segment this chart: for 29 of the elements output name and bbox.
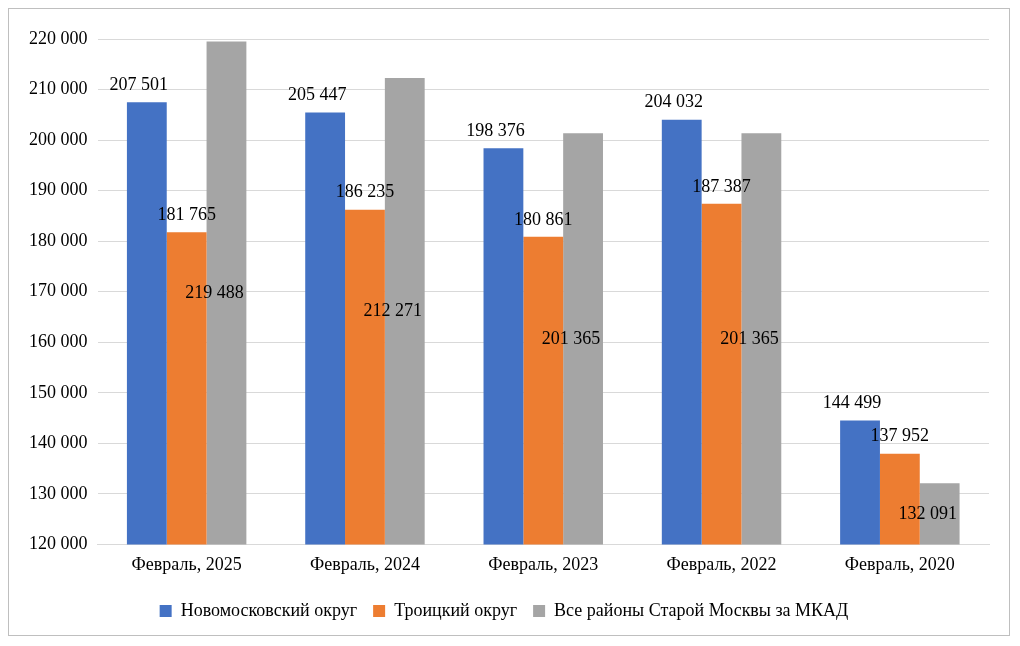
legend-label: Новомосковский округ bbox=[180, 599, 358, 620]
x-tick-label: Февраль, 2020 bbox=[844, 553, 955, 574]
x-tick-label: Февраль, 2022 bbox=[666, 553, 777, 574]
legend-label: Все районы Старой Москвы за МКАД bbox=[554, 599, 849, 620]
data-label: 201 365 bbox=[541, 327, 601, 348]
data-label: 207 501 bbox=[109, 73, 169, 94]
data-label: 198 376 bbox=[466, 120, 525, 141]
x-tick-label: Февраль, 2023 bbox=[488, 553, 599, 574]
data-label: 144 499 bbox=[822, 392, 882, 413]
y-tick-label: 150 000 bbox=[29, 381, 88, 402]
y-tick-label: 120 000 bbox=[29, 533, 88, 554]
data-label: 212 271 bbox=[363, 299, 423, 320]
y-tick-label: 130 000 bbox=[29, 482, 88, 503]
y-tick-label: 200 000 bbox=[29, 128, 88, 149]
data-label: 132 091 bbox=[898, 502, 957, 523]
data-label: 201 365 bbox=[720, 327, 779, 348]
legend-label: Троицкий округ bbox=[394, 599, 518, 620]
y-tick-label: 210 000 bbox=[29, 78, 88, 99]
x-tick-label: Февраль, 2025 bbox=[131, 553, 242, 574]
y-tick-label: 190 000 bbox=[29, 179, 88, 200]
y-tick-label: 170 000 bbox=[29, 280, 88, 301]
data-label: 219 488 bbox=[185, 281, 244, 302]
y-tick-label: 160 000 bbox=[29, 330, 88, 351]
y-tick-label: 180 000 bbox=[29, 229, 88, 250]
data-label: 205 447 bbox=[287, 84, 347, 105]
y-tick-label: 220 000 bbox=[29, 27, 88, 48]
x-tick-label: Февраль, 2024 bbox=[309, 553, 420, 574]
data-label: 204 032 bbox=[644, 91, 704, 112]
y-tick-label: 140 000 bbox=[29, 432, 88, 453]
